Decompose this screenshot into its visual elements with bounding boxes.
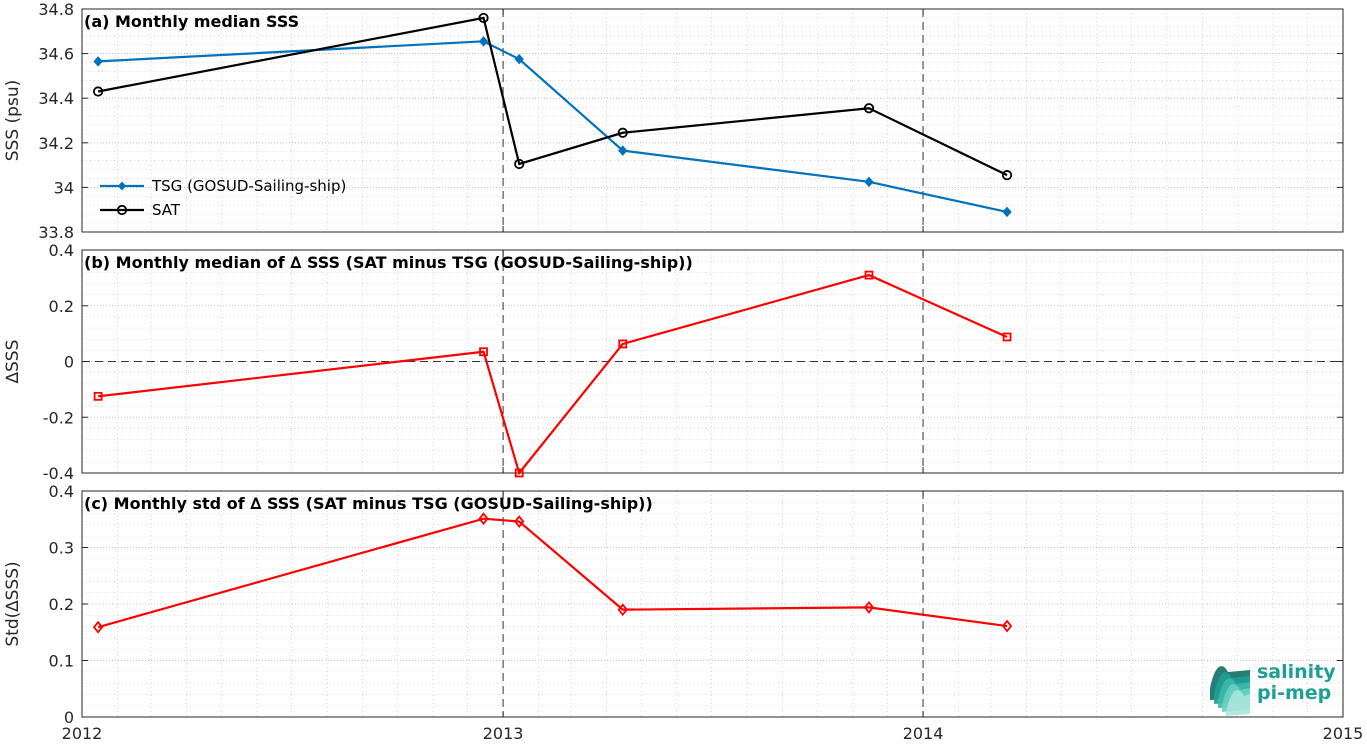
y-tick-label: 33.8 bbox=[38, 223, 74, 242]
series-line bbox=[98, 40, 1008, 214]
data-point bbox=[1002, 332, 1012, 342]
panel-title: (b) Monthly median of ∆ SSS (SAT minus T… bbox=[84, 253, 693, 272]
x-tick-label: 2013 bbox=[483, 724, 524, 743]
panel-a: 33.8 34 34.2 34.4 34.6 34.8 SSS (psu) (a) Month… bbox=[3, 0, 1344, 242]
series-delta-sss bbox=[93, 270, 1012, 478]
series-sat bbox=[93, 12, 1013, 181]
data-point bbox=[478, 12, 489, 24]
y-tick-label: -0.2 bbox=[43, 408, 74, 427]
series-line bbox=[97, 273, 1008, 476]
legend-label: SAT bbox=[152, 201, 181, 219]
data-point bbox=[514, 515, 525, 528]
plot-area bbox=[82, 9, 1343, 232]
data-point bbox=[864, 176, 874, 188]
logo-line-1: salinity bbox=[1257, 661, 1336, 683]
data-point bbox=[514, 158, 525, 170]
data-point bbox=[864, 270, 874, 280]
y-tick-label: 0 bbox=[64, 708, 74, 727]
x-tick-label: 2014 bbox=[903, 724, 944, 743]
y-tick-label: 34 bbox=[54, 178, 74, 197]
legend-label: TSG (GOSUD-Sailing-ship) bbox=[151, 177, 346, 195]
y-axis-label: Std(∆SSS) bbox=[3, 561, 23, 646]
data-point bbox=[92, 620, 104, 634]
panel-b: -0.4 -0.2 0 0.2 0.4 ∆SSS (b) Monthly median of… bbox=[3, 241, 1344, 483]
data-point bbox=[479, 347, 488, 357]
legend: TSG (GOSUD-Sailing-ship) SAT bbox=[100, 177, 346, 219]
wave-layer bbox=[1226, 690, 1250, 716]
y-tick-label: 34.6 bbox=[38, 45, 74, 64]
y-tick-label: 34.2 bbox=[38, 134, 74, 153]
panel-title: (a) Monthly median SSS bbox=[84, 12, 299, 31]
x-tick-label: 2012 bbox=[62, 724, 103, 743]
series-line bbox=[97, 517, 1008, 629]
y-tick-label: 0.2 bbox=[49, 595, 74, 614]
data-point bbox=[617, 603, 628, 617]
data-point bbox=[478, 36, 489, 47]
y-tick-label: 0.1 bbox=[49, 652, 74, 671]
data-point bbox=[1001, 619, 1013, 633]
legend-marker bbox=[118, 181, 126, 191]
data-point bbox=[1001, 170, 1013, 181]
data-point bbox=[863, 103, 875, 114]
panel-c: 0 0.1 0.2 0.3 0.4 2012 2013 2014 2015 Std(∆SSS) (c… bbox=[3, 482, 1363, 743]
series-delta-sss bbox=[92, 512, 1013, 634]
y-tick-label: 34.8 bbox=[38, 0, 74, 19]
y-tick-label: 0.4 bbox=[49, 482, 74, 501]
data-point bbox=[617, 127, 628, 138]
panel-title: (c) Monthly std of ∆ SSS (SAT minus TSG … bbox=[84, 494, 653, 513]
y-tick-label: 0.3 bbox=[49, 539, 74, 558]
data-point bbox=[93, 56, 103, 67]
data-point bbox=[618, 339, 628, 349]
legend-marker bbox=[116, 204, 128, 216]
logo-line-2: pi-mep bbox=[1257, 682, 1331, 704]
y-axis-label: SSS (psu) bbox=[3, 80, 23, 161]
y-tick-label: 0 bbox=[64, 353, 74, 372]
data-point bbox=[514, 53, 524, 65]
data-point bbox=[514, 468, 524, 478]
y-tick-label: 0.2 bbox=[49, 297, 74, 316]
data-point bbox=[863, 600, 875, 614]
axes-box bbox=[81, 8, 1344, 233]
y-tick-label: -0.4 bbox=[43, 464, 74, 483]
data-point bbox=[93, 86, 104, 97]
data-point bbox=[618, 145, 628, 156]
wave-icon bbox=[1210, 666, 1250, 716]
y-tick-label: 0.4 bbox=[49, 241, 74, 260]
y-tick-label: 34.4 bbox=[38, 89, 74, 108]
series-tsg-gosud-sailing-ship- bbox=[93, 36, 1012, 218]
series-line bbox=[97, 16, 1008, 177]
x-tick-label: 2015 bbox=[1323, 724, 1364, 743]
data-point bbox=[478, 512, 489, 526]
y-axis-label: ∆SSS bbox=[3, 340, 23, 385]
data-point bbox=[1002, 206, 1012, 218]
data-point bbox=[93, 391, 103, 401]
